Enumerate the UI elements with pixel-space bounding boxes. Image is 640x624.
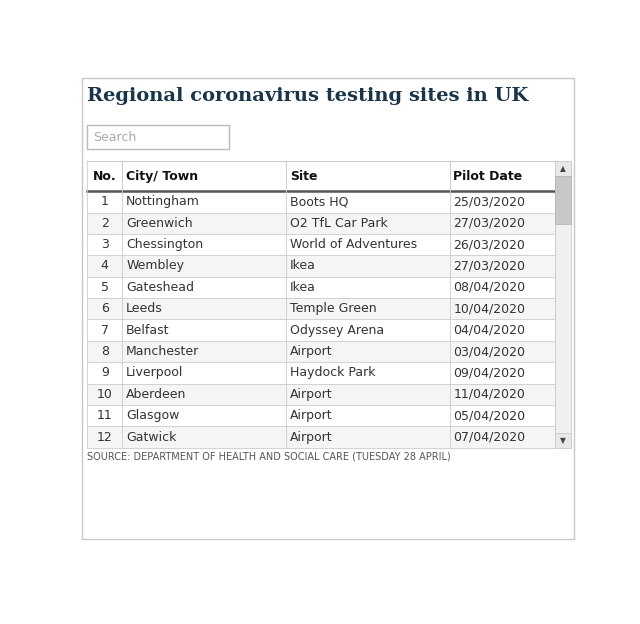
Text: 2: 2 bbox=[101, 217, 109, 230]
Text: Greenwich: Greenwich bbox=[126, 217, 193, 230]
Text: Aberdeen: Aberdeen bbox=[126, 388, 186, 401]
Text: Regional coronavirus testing sites in UK: Regional coronavirus testing sites in UK bbox=[88, 87, 529, 105]
Text: 25/03/2020: 25/03/2020 bbox=[454, 195, 525, 208]
FancyBboxPatch shape bbox=[88, 341, 555, 362]
Text: Pilot Date: Pilot Date bbox=[454, 170, 523, 183]
Text: 27/03/2020: 27/03/2020 bbox=[454, 260, 525, 273]
FancyBboxPatch shape bbox=[88, 234, 555, 255]
Text: Site: Site bbox=[290, 170, 317, 183]
Text: Wembley: Wembley bbox=[126, 260, 184, 273]
FancyBboxPatch shape bbox=[88, 213, 555, 234]
Text: Glasgow: Glasgow bbox=[126, 409, 179, 422]
Text: 6: 6 bbox=[101, 302, 109, 315]
Text: 10/04/2020: 10/04/2020 bbox=[454, 302, 525, 315]
Text: 12: 12 bbox=[97, 431, 113, 444]
Text: Haydock Park: Haydock Park bbox=[290, 366, 375, 379]
Text: Airport: Airport bbox=[290, 388, 332, 401]
Text: Airport: Airport bbox=[290, 409, 332, 422]
Text: 9: 9 bbox=[101, 366, 109, 379]
Text: 08/04/2020: 08/04/2020 bbox=[454, 281, 525, 294]
Text: Ikea: Ikea bbox=[290, 260, 316, 273]
Text: 5: 5 bbox=[101, 281, 109, 294]
Text: 03/04/2020: 03/04/2020 bbox=[454, 345, 525, 358]
FancyBboxPatch shape bbox=[88, 125, 229, 149]
Text: 05/04/2020: 05/04/2020 bbox=[454, 409, 525, 422]
Text: 10: 10 bbox=[97, 388, 113, 401]
Text: 1: 1 bbox=[101, 195, 109, 208]
FancyBboxPatch shape bbox=[555, 162, 571, 448]
Text: SOURCE: DEPARTMENT OF HEALTH AND SOCIAL CARE (TUESDAY 28 APRIL): SOURCE: DEPARTMENT OF HEALTH AND SOCIAL … bbox=[88, 452, 451, 462]
Text: No.: No. bbox=[93, 170, 116, 183]
Text: 07/04/2020: 07/04/2020 bbox=[454, 431, 525, 444]
FancyBboxPatch shape bbox=[555, 176, 571, 224]
FancyBboxPatch shape bbox=[555, 162, 571, 176]
Text: Leeds: Leeds bbox=[126, 302, 163, 315]
Text: 26/03/2020: 26/03/2020 bbox=[454, 238, 525, 251]
FancyBboxPatch shape bbox=[88, 405, 555, 426]
FancyBboxPatch shape bbox=[88, 319, 555, 341]
Text: 04/04/2020: 04/04/2020 bbox=[454, 324, 525, 336]
FancyBboxPatch shape bbox=[88, 384, 555, 405]
Text: City/ Town: City/ Town bbox=[126, 170, 198, 183]
Text: 11/04/2020: 11/04/2020 bbox=[454, 388, 525, 401]
Text: 3: 3 bbox=[101, 238, 109, 251]
Text: 27/03/2020: 27/03/2020 bbox=[454, 217, 525, 230]
Text: Liverpool: Liverpool bbox=[126, 366, 184, 379]
FancyBboxPatch shape bbox=[88, 191, 555, 213]
Text: Airport: Airport bbox=[290, 431, 332, 444]
Text: ▼: ▼ bbox=[560, 436, 566, 445]
FancyBboxPatch shape bbox=[88, 162, 555, 191]
Text: Chessington: Chessington bbox=[126, 238, 204, 251]
Text: Gateshead: Gateshead bbox=[126, 281, 194, 294]
FancyBboxPatch shape bbox=[88, 426, 555, 448]
Text: Gatwick: Gatwick bbox=[126, 431, 177, 444]
Text: 4: 4 bbox=[101, 260, 109, 273]
Text: Manchester: Manchester bbox=[126, 345, 200, 358]
FancyBboxPatch shape bbox=[88, 276, 555, 298]
Text: Belfast: Belfast bbox=[126, 324, 170, 336]
Text: Odyssey Arena: Odyssey Arena bbox=[290, 324, 384, 336]
Text: Airport: Airport bbox=[290, 345, 332, 358]
Text: 7: 7 bbox=[101, 324, 109, 336]
Text: ▲: ▲ bbox=[560, 164, 566, 173]
Text: Boots HQ: Boots HQ bbox=[290, 195, 348, 208]
Text: Temple Green: Temple Green bbox=[290, 302, 376, 315]
FancyBboxPatch shape bbox=[83, 78, 573, 539]
Text: 11: 11 bbox=[97, 409, 113, 422]
FancyBboxPatch shape bbox=[88, 255, 555, 276]
FancyBboxPatch shape bbox=[88, 298, 555, 319]
Text: Nottingham: Nottingham bbox=[126, 195, 200, 208]
Text: 09/04/2020: 09/04/2020 bbox=[454, 366, 525, 379]
FancyBboxPatch shape bbox=[555, 433, 571, 448]
Text: 8: 8 bbox=[101, 345, 109, 358]
Text: World of Adventures: World of Adventures bbox=[290, 238, 417, 251]
Text: O2 TfL Car Park: O2 TfL Car Park bbox=[290, 217, 388, 230]
FancyBboxPatch shape bbox=[88, 362, 555, 384]
Text: Ikea: Ikea bbox=[290, 281, 316, 294]
Text: Search: Search bbox=[93, 131, 137, 144]
